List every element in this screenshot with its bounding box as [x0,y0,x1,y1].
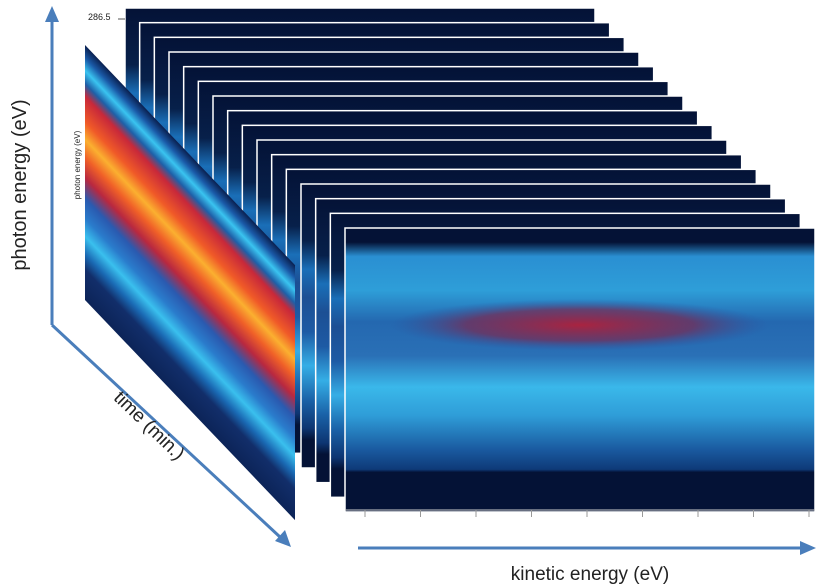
frame-axis-label: photon energy (eV) [73,130,82,199]
intensity-peak [390,299,770,351]
figure: 286.5 photon energy (eV) photon energy (… [0,0,817,586]
tick-label: 286.5 [88,12,111,22]
time-label: time (min.) [109,387,188,464]
photon-energy-label: photon energy (eV) [9,99,31,270]
arrow-head [800,541,816,555]
front-frame [345,228,815,512]
kinetic-energy-label: kinetic energy (eV) [511,564,669,585]
arrow-head [45,6,59,22]
